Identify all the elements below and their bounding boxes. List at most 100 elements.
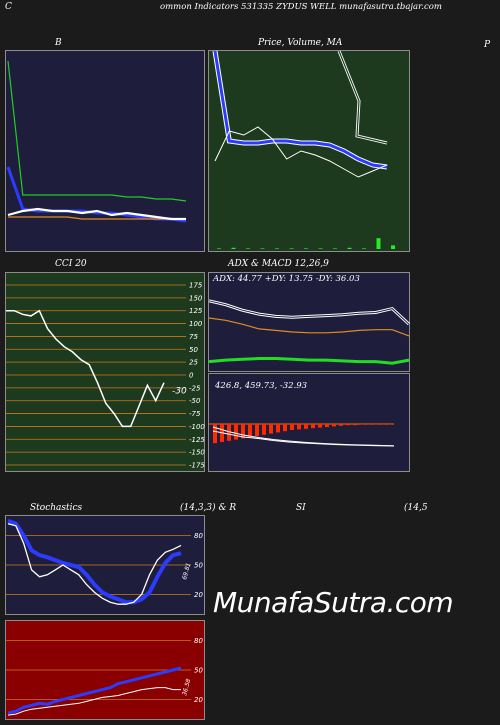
stoch-tick-label: 80 xyxy=(194,532,203,540)
rsi-last-label: 36.58 xyxy=(181,678,192,697)
macd-signal-line xyxy=(212,426,395,447)
macd-histogram-bar xyxy=(304,424,308,429)
stoch-panel: 80 50 20 69.81 xyxy=(5,515,205,615)
cci-tick-label: -50 xyxy=(189,397,201,405)
volume-bar xyxy=(231,247,236,249)
bollinger-title: B xyxy=(55,38,62,48)
cci-tick-label: 125 xyxy=(189,307,203,315)
rsi-tick-label: 20 xyxy=(194,696,203,704)
cci-tick-label: -150 xyxy=(189,449,205,457)
rsi-ma-line xyxy=(7,687,181,716)
volume-bar xyxy=(362,248,366,249)
stoch-title-mid: (14,3,3) & R xyxy=(180,503,237,513)
rsi-panel: 80 50 20 36.58 xyxy=(5,620,205,720)
adx-panel xyxy=(208,272,411,372)
stoch-tick-label: 50 xyxy=(194,562,203,570)
adx-minusdi-line xyxy=(208,317,410,337)
adx-line xyxy=(208,357,410,365)
cci-tick-label: 0 xyxy=(189,372,194,380)
macd-histogram-bar xyxy=(318,424,322,428)
macd-line xyxy=(212,430,395,447)
price-ma-line xyxy=(213,50,388,169)
cci-tick-label: 100 xyxy=(189,320,203,328)
adx-plusdi-outline xyxy=(208,299,411,326)
price-ma-outline xyxy=(212,50,388,170)
adx-chart xyxy=(208,299,411,365)
macd-histogram-bar xyxy=(339,424,343,426)
macd-histogram-bar xyxy=(332,424,336,427)
volume-bar xyxy=(376,238,381,249)
header-title: ommon Indicators 531335 ZYDUS WELL munaf… xyxy=(160,2,442,12)
cci-tick-label: 150 xyxy=(189,294,203,302)
cci-title: CCI 20 xyxy=(55,259,87,269)
price-ma2-outline xyxy=(337,50,388,145)
header-letter: C xyxy=(5,2,12,12)
cci-tick-label: 175 xyxy=(189,282,203,290)
macd-histogram-bar xyxy=(241,424,245,439)
bollinger-price-line xyxy=(6,166,187,223)
macd-chart xyxy=(209,423,395,447)
volume-bar xyxy=(347,247,352,249)
price-chart xyxy=(212,50,395,249)
cci-panel: 175 150 125 100 75 50 25 0 -25 -50 -75 -100 -125 -150… xyxy=(5,272,205,472)
cci-tick-label: -100 xyxy=(189,423,205,431)
price-ma2-line xyxy=(338,50,388,144)
stoch-last-label: 69.81 xyxy=(181,562,192,580)
macd-histogram-bar xyxy=(227,424,231,441)
rsi-title-right: (14,5 xyxy=(404,503,428,513)
price-panel xyxy=(208,50,410,252)
macd-values: 426.8, 459.73, -32.93 xyxy=(215,381,308,391)
adx-title: ADX & MACD 12,26,9 xyxy=(228,259,329,269)
stoch-chart: 80 50 20 69.81 xyxy=(6,519,203,605)
cci-chart: 175 150 125 100 75 50 25 0 -25 -50 -75 -100 -125 -150… xyxy=(6,282,205,470)
volume-bar xyxy=(318,248,323,249)
rsi-title-left: SI xyxy=(296,503,306,513)
cci-tick-label: 25 xyxy=(189,359,198,367)
stoch-tick-label: 20 xyxy=(194,591,203,599)
macd-histogram-bar xyxy=(269,424,273,434)
macd-histogram-bar xyxy=(311,424,315,429)
macd-panel xyxy=(208,373,410,472)
volume-bar xyxy=(246,248,250,249)
adx-values: ADX: 44.77 +DY: 13.75 -DY: 36.03 xyxy=(213,274,360,284)
macd-histogram-bar xyxy=(248,424,252,438)
cci-line xyxy=(6,309,165,428)
volume-bar xyxy=(275,248,279,249)
watermark: MunafaSutra.com xyxy=(213,586,454,619)
macd-histogram-bar xyxy=(234,424,238,440)
macd-histogram-bar xyxy=(388,424,392,425)
macd-histogram-bar xyxy=(346,424,350,426)
volume-bar xyxy=(217,248,221,249)
cci-tick-label: 50 xyxy=(189,346,198,354)
macd-histogram-bar xyxy=(297,424,301,430)
macd-histogram-bar xyxy=(381,424,385,425)
bollinger-panel xyxy=(5,50,205,252)
macd-histogram-bar xyxy=(353,424,357,426)
macd-histogram-bar xyxy=(367,424,371,425)
volume-bar xyxy=(333,248,337,249)
adx-plusdi-line xyxy=(208,300,410,325)
volume-bar xyxy=(260,248,265,249)
bollinger-chart xyxy=(6,60,187,223)
volume-bar xyxy=(289,248,294,249)
cci-last-label: -30 xyxy=(172,386,187,396)
rsi-tick-label: 80 xyxy=(194,637,203,645)
macd-histogram-bar xyxy=(262,424,266,435)
cci-tick-label: -125 xyxy=(189,436,205,444)
cci-tick-label: 75 xyxy=(189,333,198,341)
macd-histogram-bar xyxy=(283,424,287,432)
cci-tick-label: -175 xyxy=(189,462,205,470)
stoch-title-left: Stochastics xyxy=(30,503,83,513)
bollinger-ema-line xyxy=(8,216,186,220)
macd-histogram-bar xyxy=(290,424,294,430)
macd-histogram-bar xyxy=(374,424,378,425)
cci-tick-label: -25 xyxy=(189,384,201,392)
edge-letter: P xyxy=(484,40,491,50)
macd-histogram-bar xyxy=(360,424,364,425)
rsi-tick-label: 50 xyxy=(194,667,203,675)
macd-histogram-bar xyxy=(276,424,280,433)
stoch-d-line xyxy=(7,523,182,605)
cci-tick-label: -75 xyxy=(189,410,201,418)
macd-histogram-bar xyxy=(325,424,329,427)
